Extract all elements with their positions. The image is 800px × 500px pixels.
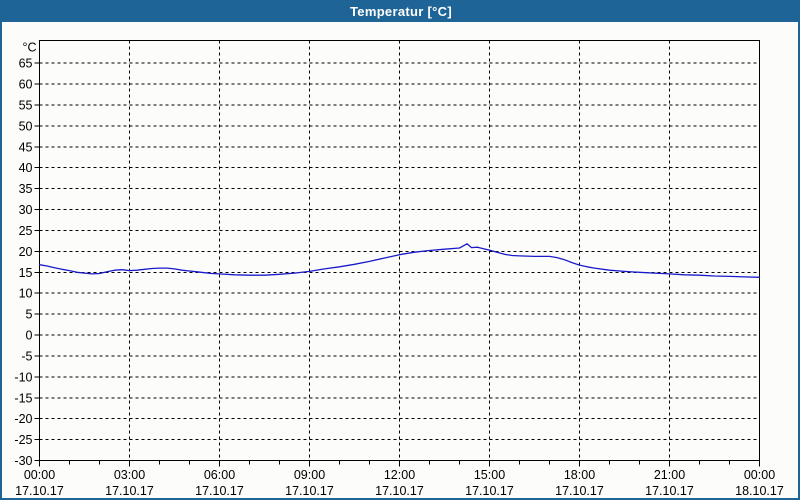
y-axis-label: 55 bbox=[19, 98, 33, 112]
y-axis-label: -10 bbox=[14, 370, 32, 384]
x-axis-date-label: 17.10.17 bbox=[105, 484, 154, 498]
x-axis-date-label: 17.10.17 bbox=[195, 484, 244, 498]
y-axis-label: 35 bbox=[19, 182, 33, 196]
x-axis-date-label: 18.10.17 bbox=[735, 484, 784, 498]
x-axis-time-label: 21:00 bbox=[654, 468, 685, 482]
y-axis-label: -15 bbox=[14, 391, 32, 405]
y-unit-label: °C bbox=[22, 41, 36, 55]
x-axis-time-label: 00:00 bbox=[744, 468, 775, 482]
temperature-series-line bbox=[38, 243, 761, 278]
x-axis-date-label: 17.10.17 bbox=[555, 484, 604, 498]
y-axis-label: 45 bbox=[19, 140, 33, 154]
x-axis-date-label: 17.10.17 bbox=[285, 484, 334, 498]
y-axis-label: -20 bbox=[14, 412, 32, 426]
x-axis-time-label: 03:00 bbox=[114, 468, 145, 482]
x-axis-time-label: 06:00 bbox=[204, 468, 235, 482]
y-axis-label: -25 bbox=[14, 433, 32, 447]
y-axis-label: 50 bbox=[19, 119, 33, 133]
y-axis-label: 0 bbox=[26, 329, 33, 343]
y-axis-label: 15 bbox=[19, 266, 33, 280]
y-axis-label: 60 bbox=[19, 78, 33, 92]
y-axis-label: -30 bbox=[14, 454, 32, 468]
y-axis-label: 20 bbox=[19, 245, 33, 259]
x-axis-time-label: 12:00 bbox=[384, 468, 415, 482]
y-axis-label: -5 bbox=[21, 349, 32, 363]
x-axis-time-label: 18:00 bbox=[564, 468, 595, 482]
x-axis-date-label: 17.10.17 bbox=[15, 484, 64, 498]
x-axis-time-label: 09:00 bbox=[294, 468, 325, 482]
x-axis-date-label: 17.10.17 bbox=[645, 484, 694, 498]
y-axis-label: 40 bbox=[19, 161, 33, 175]
x-axis-date-label: 17.10.17 bbox=[375, 484, 424, 498]
window-title-bar[interactable]: Temperatur [°C] bbox=[2, 2, 798, 22]
y-axis-label: 10 bbox=[19, 287, 33, 301]
x-axis-time-label: 15:00 bbox=[474, 468, 505, 482]
y-axis-label: 5 bbox=[26, 308, 33, 322]
y-axis-label: 25 bbox=[19, 224, 33, 238]
x-axis-time-label: 00:00 bbox=[24, 468, 55, 482]
y-axis-label: 30 bbox=[19, 203, 33, 217]
x-axis-date-label: 17.10.17 bbox=[465, 484, 514, 498]
y-axis-label: 65 bbox=[19, 57, 33, 71]
window-title: Temperatur [°C] bbox=[350, 4, 452, 19]
